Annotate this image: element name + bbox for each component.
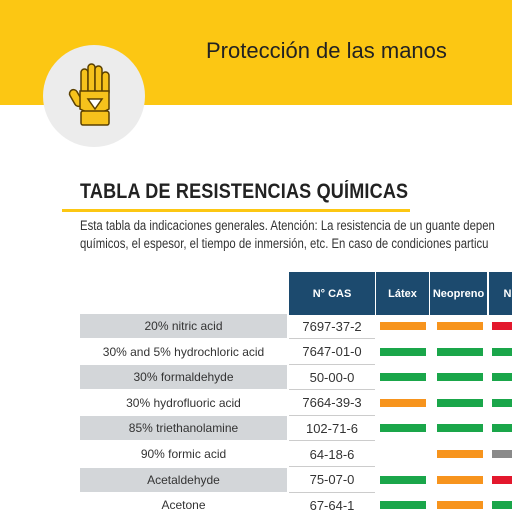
rating-bar — [437, 347, 483, 356]
column-header: N° CAS — [289, 272, 375, 315]
header-title: Protección de las manos — [206, 38, 447, 63]
cas-number: 7664-39-3 — [289, 391, 375, 416]
rating-bar — [437, 501, 483, 510]
row-name: 30% hydrofluoric acid — [80, 390, 287, 415]
rating-bar — [492, 475, 512, 484]
paragraph-line: químicos, el espesor, el tiempo de inmer… — [80, 236, 489, 251]
rating-bar — [437, 475, 483, 484]
icon-circle — [43, 45, 145, 147]
row-name: 85% triethanolamine — [80, 416, 287, 441]
cas-number: 64-18-6 — [289, 442, 375, 467]
rating-bar — [380, 424, 426, 433]
row-name: 20% nitric acid — [80, 314, 287, 338]
cas-number: 75-07-0 — [289, 468, 375, 493]
rating-bar — [380, 475, 426, 484]
rating-bar — [380, 398, 426, 407]
rating-bar — [492, 347, 512, 356]
cas-number: 50-00-0 — [289, 365, 375, 391]
row-name: 90% formic acid — [80, 442, 287, 466]
column-header: Látex — [376, 272, 429, 315]
rating-bar — [437, 450, 483, 458]
cas-number: 102-71-6 — [289, 416, 375, 442]
row-name: Acetone — [80, 493, 287, 512]
rating-bar — [492, 424, 512, 433]
glove-icon — [68, 63, 110, 126]
column-header: Neopreno — [430, 272, 487, 315]
column-header: Ni — [489, 272, 512, 315]
rating-bar — [437, 398, 483, 407]
row-name: Acetaldehyde — [80, 467, 287, 492]
row-name: 30% and 5% hydrochloric acid — [80, 339, 287, 364]
rating-bar — [380, 322, 426, 330]
rating-bar — [380, 347, 426, 356]
rating-bar — [492, 450, 512, 458]
rating-bar — [437, 373, 483, 382]
section-heading: TABLA DE RESISTENCIAS QUÍMICAS — [80, 180, 409, 203]
rating-bar — [437, 424, 483, 433]
heading-underline — [62, 209, 410, 212]
rating-bar — [380, 373, 426, 382]
row-name: 30% formaldehyde — [80, 365, 287, 390]
rating-bar — [492, 322, 512, 330]
rating-bar — [492, 398, 512, 407]
rating-bar — [492, 373, 512, 382]
rating-bar — [492, 501, 512, 510]
cas-number: 67-64-1 — [289, 493, 375, 512]
rating-bar — [380, 501, 426, 510]
cas-number: 7647-01-0 — [289, 340, 375, 365]
cas-number: 7697-37-2 — [289, 314, 375, 339]
rating-bar — [437, 322, 483, 330]
paragraph-line: Esta tabla da indicaciones generales. At… — [80, 218, 495, 233]
